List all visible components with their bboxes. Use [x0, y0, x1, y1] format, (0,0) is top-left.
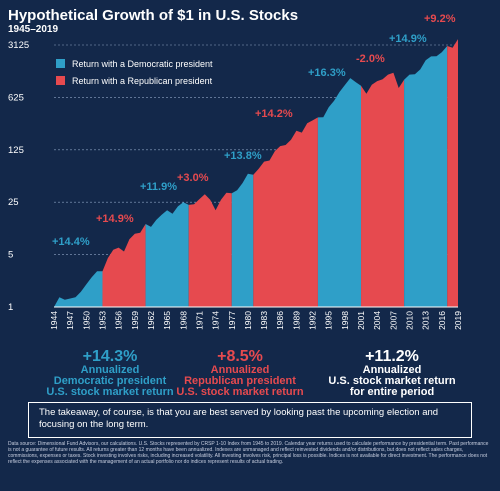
chart-subtitle: 1945–2019: [8, 24, 59, 35]
legend-swatch-democratic: [56, 59, 65, 68]
y-tick-label: 5: [8, 250, 13, 261]
y-tick-label: 125: [8, 145, 24, 156]
summary-overall: +11.2% Annualized U.S. stock market retu…: [322, 348, 462, 398]
x-tick-label: 2007: [388, 311, 398, 330]
term-return-label: +13.8%: [224, 150, 262, 162]
x-tick-label: 1974: [211, 311, 221, 330]
x-tick-label: 2004: [372, 311, 382, 330]
x-tick-label: 2001: [356, 311, 366, 330]
x-tick-label: 2013: [421, 311, 431, 330]
source-footnote: Data source: Dimensional Fund Advisors, …: [8, 441, 489, 465]
x-tick-label: 2010: [405, 311, 415, 330]
takeaway-text: The takeaway, of course, is that you are…: [39, 407, 439, 430]
term-return-label: +16.3%: [308, 67, 346, 79]
y-tick-label: 625: [8, 92, 24, 103]
summary-republican-line2: Republican president: [184, 375, 296, 387]
x-tick-label: 1998: [340, 311, 350, 330]
term-return-label: +14.9%: [96, 213, 134, 225]
term-area-republican: [188, 192, 232, 307]
legend-item-republican: Return with a Republican president: [56, 72, 213, 89]
y-tick-label: 3125: [8, 40, 29, 51]
term-return-label: +14.9%: [389, 33, 427, 45]
term-area-democratic: [145, 202, 189, 307]
summary-democratic-pct: +14.3%: [82, 348, 138, 365]
y-tick-label: 1: [8, 302, 13, 313]
summary-democratic-line3: U.S. stock market return: [46, 386, 174, 398]
summary-republican-pct: +8.5%: [217, 348, 263, 365]
x-tick-label: 1950: [81, 311, 91, 330]
summary-democratic: +14.3% Annualized Democratic president U…: [40, 348, 180, 398]
x-tick-label: 1980: [243, 311, 253, 330]
term-return-label: +14.2%: [255, 108, 293, 120]
y-tick-label: 25: [8, 197, 19, 208]
summary-overall-line1: Annualized: [362, 364, 422, 376]
growth-chart: 1 5 25 125 625 3125 +14.4% +14.9% +11.9%+3.0% +13…: [8, 13, 463, 330]
chart-legend: Return with a Democratic president Retur…: [56, 55, 213, 89]
summary-republican-line3: U.S. stock market return: [176, 386, 304, 398]
term-area-democratic: [231, 173, 254, 307]
x-tick-label: 1995: [324, 311, 334, 330]
term-return-label: -2.0%: [356, 53, 385, 65]
legend-label-democratic: Return with a Democratic president: [72, 58, 213, 69]
takeaway-box: The takeaway, of course, is that you are…: [28, 402, 472, 438]
term-area-democratic: [54, 271, 103, 307]
summary-overall-pct: +11.2%: [365, 348, 419, 365]
x-tick-label: 2019: [453, 311, 463, 330]
x-tick-label: 1992: [308, 311, 318, 330]
x-tick-label: 1953: [97, 311, 107, 330]
summary-democratic-line1: Annualized: [80, 364, 140, 376]
x-tick-label: 1977: [227, 311, 237, 330]
term-area-republican: [253, 117, 318, 308]
x-tick-label: 1959: [130, 311, 140, 330]
term-area-republican: [361, 72, 405, 307]
chart-title: Hypothetical Growth of $1 in U.S. Stocks: [8, 7, 299, 24]
term-return-label: +3.0%: [177, 172, 209, 184]
x-tick-label: 1944: [49, 311, 59, 330]
x-tick-label: 1965: [162, 311, 172, 330]
summary-republican-line1: Annualized: [210, 364, 270, 376]
x-tick-label: 1947: [65, 311, 75, 330]
term-return-label: +11.9%: [140, 181, 177, 193]
summary-republican: +8.5% Annualized Republican president U.…: [170, 348, 310, 398]
x-tick-label: 1962: [146, 311, 156, 330]
term-area-democratic: [317, 78, 362, 307]
x-tick-label: 1989: [291, 311, 301, 330]
x-tick-label: 2016: [437, 311, 447, 330]
summary-democratic-line2: Democratic president: [53, 375, 167, 387]
x-tick-label: 1956: [114, 311, 124, 330]
x-tick-label: 1986: [275, 311, 285, 330]
term-return-label: +14.4%: [52, 236, 90, 248]
term-area-republican: [447, 39, 458, 307]
term-area-republican: [102, 224, 146, 307]
x-tick-label: 1968: [178, 311, 188, 330]
legend-item-democratic: Return with a Democratic president: [56, 55, 213, 72]
term-return-label: +9.2%: [424, 13, 456, 25]
x-tick-label: 1983: [259, 311, 269, 330]
summary-overall-line2: U.S. stock market return: [328, 375, 456, 387]
legend-label-republican: Return with a Republican president: [72, 75, 213, 86]
legend-swatch-republican: [56, 76, 65, 85]
summary-overall-line3: for entire period: [349, 386, 435, 398]
x-tick-label: 1971: [194, 311, 204, 330]
term-area-democratic: [404, 46, 448, 307]
